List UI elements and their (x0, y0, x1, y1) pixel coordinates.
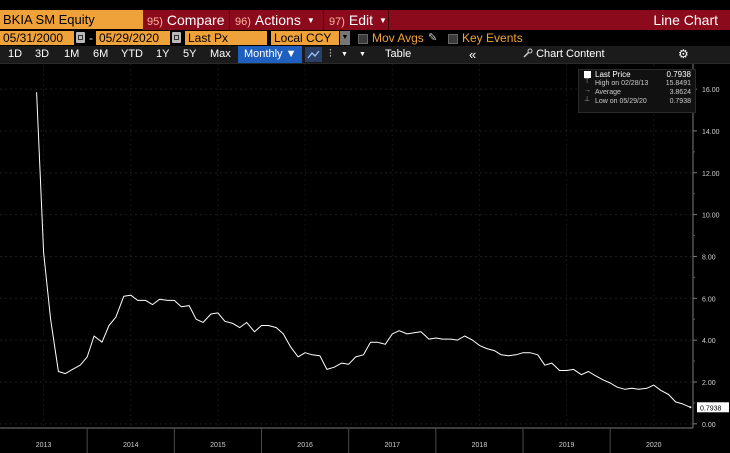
actions-menu[interactable]: 96) Actions ▼ (235, 10, 315, 30)
edit-menu-label: Edit (348, 12, 374, 28)
y-tick-label: 6.00 (702, 296, 716, 303)
menu-separator (388, 10, 389, 30)
x-tick-label: 2014 (123, 442, 139, 449)
price-series (36, 92, 692, 409)
legend-last-price-label: Last Price (595, 70, 631, 79)
last-price-flag-label: 0.7938 (700, 405, 722, 412)
legend-swatch (584, 71, 591, 78)
mov-avgs-label[interactable]: Mov Avgs (372, 31, 424, 45)
y-tick-label: 2.00 (702, 380, 716, 387)
chart-toolbar: 1D 3D 1M 6M YTD 1Y 5Y Max Monthly ▼ ⫶ ▼ … (0, 46, 730, 64)
low-marker-icon: ⊥ (584, 96, 591, 103)
pencil-icon[interactable]: ✎ (428, 32, 438, 44)
table-button[interactable]: Table (385, 48, 412, 60)
actions-menu-label: Actions (254, 12, 301, 28)
menu-bar: 95) Compare 96) Actions ▼ 97) Edit ▼ Line Cha… (143, 10, 730, 30)
range-1y[interactable]: 1Y (156, 48, 170, 60)
menu-separator (229, 10, 230, 30)
edit-menu-number: 97) (329, 16, 345, 28)
y-tick-label: 4.00 (702, 338, 716, 345)
y-tick-label: 0.00 (702, 422, 716, 429)
calendar-icon[interactable] (172, 32, 181, 43)
y-tick-label: 16.00 (702, 87, 720, 94)
y-tick-label: 8.00 (702, 254, 716, 261)
x-tick-label: 2015 (210, 442, 226, 449)
currency-dropdown-icon[interactable]: ▼ (340, 31, 350, 45)
legend-high-label: High on 02/28/13 (595, 80, 649, 87)
line-chart-type-icon[interactable] (305, 47, 322, 62)
key-events-label[interactable]: Key Events (462, 31, 523, 45)
chart-content-button[interactable]: Chart Content (523, 46, 605, 63)
x-axis-ticks: 2013 2014 2015 2016 2017 2018 2019 2020 (36, 428, 662, 453)
chart-gridlines (0, 64, 693, 428)
menu-separator (323, 10, 324, 30)
actions-caret-icon: ▼ (306, 16, 315, 26)
x-tick-label: 2017 (384, 442, 400, 449)
period-selector[interactable]: Monthly ▼ (238, 46, 303, 63)
compare-menu-number: 95) (147, 16, 163, 28)
date-range-dash: - (89, 31, 93, 45)
chart-content-icon (523, 48, 533, 58)
x-tick-label: 2020 (646, 442, 662, 449)
y-axis-ticks: 0.00 2.00 4.00 6.00 8.00 10.00 12.00 14.00 16.00 (693, 87, 720, 429)
legend-average-value: 3.8624 (669, 89, 691, 96)
average-marker-icon: → (584, 87, 591, 94)
chart-type-caret-icon[interactable]: ▼ (341, 51, 348, 58)
last-price-point (689, 406, 692, 409)
range-5y[interactable]: 5Y (183, 48, 197, 60)
legend-last-price: Last Price 0.7938 (579, 70, 695, 79)
range-max[interactable]: Max (210, 48, 231, 60)
actions-menu-number: 96) (235, 16, 251, 28)
end-date-field[interactable]: 05/29/2020 (96, 31, 170, 45)
ticker-field[interactable]: BKIA SM Equity (0, 10, 143, 29)
last-price-marker: 0.7938 (697, 402, 729, 413)
legend-last-price-value: 0.7938 (666, 70, 691, 79)
start-date-field[interactable]: 05/31/2000 (0, 31, 74, 45)
legend-average: → Average 3.8624 (579, 87, 695, 97)
x-tick-label: 2016 (297, 442, 313, 449)
chart-legend[interactable]: Last Price 0.7938 ⊤ High on 02/28/13 15.… (578, 69, 696, 113)
x-tick-label: 2013 (36, 442, 52, 449)
range-1d[interactable]: 1D (8, 48, 23, 60)
key-events-checkbox[interactable] (448, 34, 458, 44)
calendar-icon[interactable] (76, 32, 85, 43)
y-tick-label: 14.00 (702, 129, 720, 136)
currency-selector[interactable]: Local CCY (271, 31, 339, 45)
range-6m[interactable]: 6M (93, 48, 109, 60)
options-caret-icon[interactable]: ▼ (359, 51, 366, 58)
high-marker-icon: ⊤ (584, 78, 591, 85)
parameter-bar: 05/31/2000 - 05/29/2020 Last Px Local CC… (0, 30, 730, 46)
legend-low-value: 0.7938 (669, 98, 691, 105)
bar-chart-type-icon[interactable]: ⫶ (329, 48, 332, 60)
price-chart[interactable]: 0.00 2.00 4.00 6.00 8.00 10.00 12.00 14.00 16.00… (0, 64, 730, 453)
legend-average-label: Average (595, 89, 621, 96)
header-bar: BKIA SM Equity 95) Compare 96) Actions ▼ 97… (0, 0, 730, 30)
x-tick-label: 2019 (559, 442, 575, 449)
edit-menu[interactable]: 97) Edit ▼ (329, 10, 387, 30)
price-field-selector[interactable]: Last Px (185, 31, 267, 45)
y-tick-label: 10.00 (702, 213, 720, 220)
y-tick-label: 12.00 (702, 171, 720, 178)
range-3d[interactable]: 3D (35, 48, 50, 60)
legend-high-value: 15.8491 (665, 80, 691, 87)
legend-low: ⊥ Low on 05/29/20 0.7938 (579, 96, 695, 106)
mov-avgs-checkbox[interactable] (358, 34, 368, 44)
legend-low-label: Low on 05/29/20 (595, 98, 647, 105)
range-1m[interactable]: 1M (64, 48, 80, 60)
compare-menu[interactable]: 95) Compare (147, 10, 225, 30)
edit-caret-icon: ▼ (379, 16, 387, 26)
range-ytd[interactable]: YTD (121, 48, 143, 60)
settings-gear-icon[interactable]: ⚙ (678, 47, 689, 61)
last-price-flag (697, 402, 729, 413)
chart-content-label: Chart Content (536, 48, 605, 60)
collapse-icon[interactable]: « (469, 47, 477, 62)
view-title: Line Chart (653, 12, 718, 28)
legend-high: ⊤ High on 02/28/13 15.8491 (579, 78, 695, 88)
compare-menu-label: Compare (166, 12, 225, 28)
x-tick-label: 2018 (472, 442, 488, 449)
price-series-line (36, 92, 691, 408)
